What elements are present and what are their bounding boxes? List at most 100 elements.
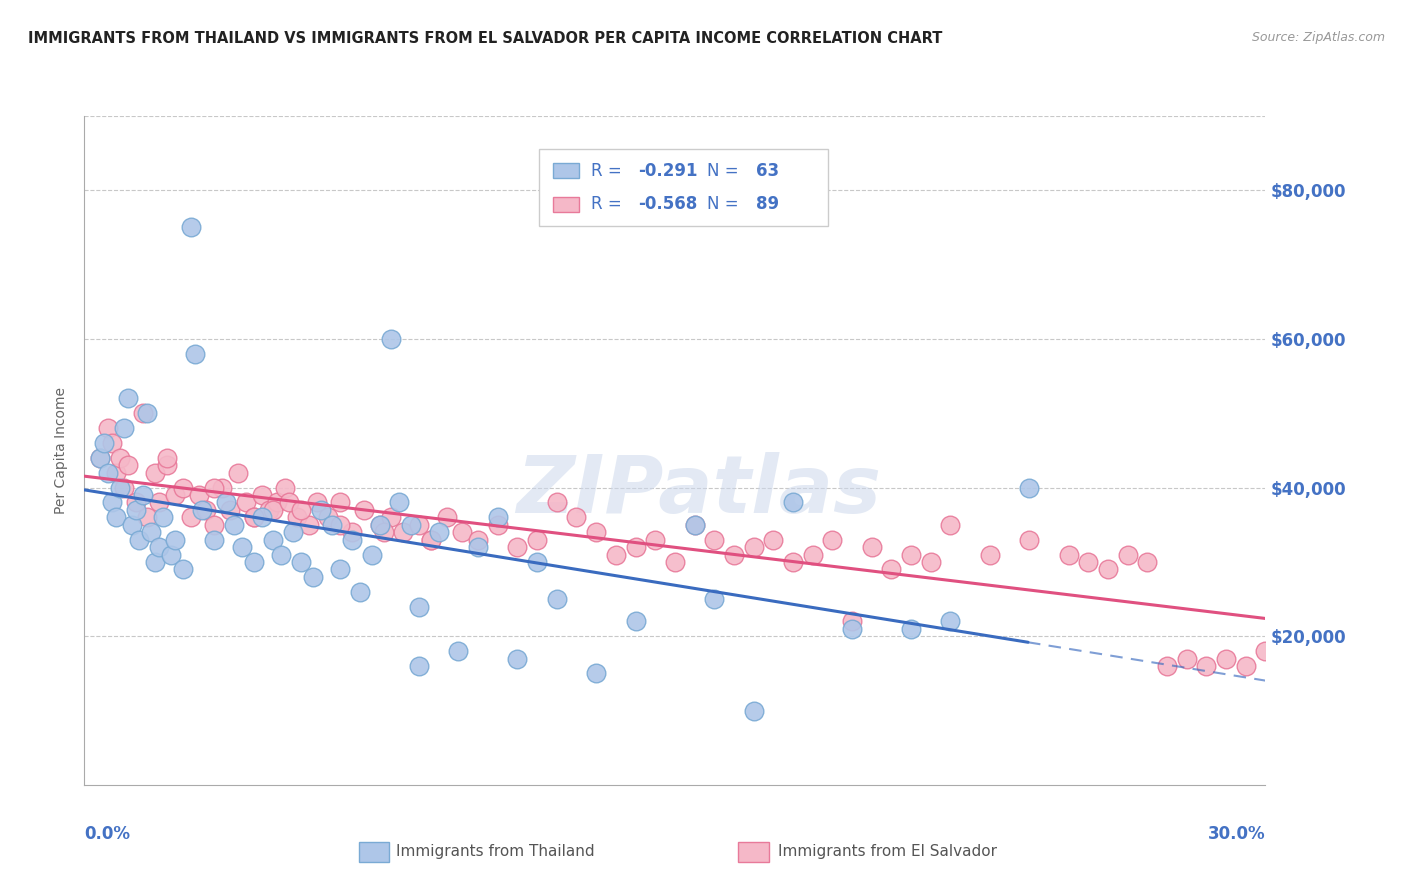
Point bbox=[427, 525, 450, 540]
Point bbox=[506, 651, 529, 665]
Point bbox=[89, 450, 111, 465]
Point bbox=[104, 466, 127, 480]
Point bbox=[1018, 533, 1040, 547]
Point bbox=[703, 533, 725, 547]
Point bbox=[329, 495, 352, 509]
Point bbox=[546, 495, 568, 509]
Point bbox=[451, 525, 474, 540]
Point bbox=[782, 555, 804, 569]
Point bbox=[329, 517, 352, 532]
Point bbox=[939, 615, 962, 629]
Point bbox=[762, 533, 785, 547]
Point bbox=[585, 525, 607, 540]
Point bbox=[215, 495, 238, 509]
Point bbox=[408, 659, 430, 673]
Point bbox=[211, 481, 233, 495]
Point bbox=[1018, 481, 1040, 495]
Point bbox=[368, 517, 391, 532]
Point bbox=[486, 517, 509, 532]
Point bbox=[742, 540, 765, 554]
Text: -0.291: -0.291 bbox=[638, 161, 697, 180]
Point bbox=[329, 562, 352, 576]
Point bbox=[202, 517, 225, 532]
Point bbox=[124, 495, 146, 509]
Point bbox=[278, 495, 301, 509]
Point bbox=[121, 517, 143, 532]
Text: -0.568: -0.568 bbox=[638, 195, 697, 213]
Point bbox=[136, 510, 159, 524]
Point bbox=[242, 510, 264, 524]
Point bbox=[340, 525, 363, 540]
Point bbox=[262, 503, 284, 517]
Point bbox=[447, 644, 470, 658]
Point bbox=[266, 495, 288, 509]
Point bbox=[900, 548, 922, 562]
Y-axis label: Per Capita Income: Per Capita Income bbox=[55, 387, 69, 514]
Point bbox=[624, 540, 647, 554]
Point bbox=[242, 510, 264, 524]
Text: 0.0%: 0.0% bbox=[84, 825, 131, 843]
Point bbox=[187, 488, 209, 502]
Point bbox=[172, 562, 194, 576]
Point bbox=[703, 592, 725, 607]
Point bbox=[821, 533, 844, 547]
Point bbox=[380, 332, 402, 346]
Point bbox=[353, 503, 375, 517]
Point bbox=[1156, 659, 1178, 673]
Point bbox=[801, 548, 824, 562]
Point bbox=[467, 533, 489, 547]
Point bbox=[148, 540, 170, 554]
Point bbox=[143, 466, 166, 480]
Text: 89: 89 bbox=[756, 195, 779, 213]
Point bbox=[270, 548, 292, 562]
Point bbox=[368, 517, 391, 532]
Point bbox=[231, 540, 253, 554]
Point bbox=[219, 503, 242, 517]
Point bbox=[108, 450, 131, 465]
Point bbox=[290, 503, 312, 517]
Point bbox=[1254, 644, 1277, 658]
Point bbox=[664, 555, 686, 569]
Point bbox=[742, 704, 765, 718]
Point bbox=[148, 495, 170, 509]
Point bbox=[683, 517, 706, 532]
Point bbox=[373, 525, 395, 540]
Point bbox=[388, 495, 411, 509]
Point bbox=[380, 510, 402, 524]
Point bbox=[419, 533, 441, 547]
Point bbox=[195, 503, 218, 517]
Point bbox=[281, 525, 304, 540]
Text: ZIPatlas: ZIPatlas bbox=[516, 451, 882, 530]
Point bbox=[259, 503, 281, 517]
Text: R =: R = bbox=[591, 195, 627, 213]
Point bbox=[841, 615, 863, 629]
Point bbox=[143, 555, 166, 569]
Point bbox=[156, 458, 179, 473]
Text: Immigrants from El Salvador: Immigrants from El Salvador bbox=[778, 845, 997, 859]
Point bbox=[526, 533, 548, 547]
Point bbox=[101, 495, 124, 509]
Point bbox=[841, 622, 863, 636]
Point bbox=[979, 548, 1001, 562]
Point bbox=[349, 584, 371, 599]
FancyBboxPatch shape bbox=[553, 163, 579, 178]
Point bbox=[360, 548, 382, 562]
Text: N =: N = bbox=[707, 161, 744, 180]
Point bbox=[419, 533, 441, 547]
Point bbox=[624, 615, 647, 629]
Point bbox=[408, 599, 430, 614]
Point bbox=[172, 481, 194, 495]
Point bbox=[191, 503, 214, 517]
Point bbox=[1097, 562, 1119, 576]
Point bbox=[392, 525, 415, 540]
Point bbox=[222, 517, 245, 532]
Point bbox=[1234, 659, 1257, 673]
Text: R =: R = bbox=[591, 161, 627, 180]
Point bbox=[486, 510, 509, 524]
Point bbox=[89, 450, 111, 465]
Point bbox=[1116, 548, 1139, 562]
Point bbox=[274, 481, 297, 495]
Point bbox=[565, 510, 588, 524]
Point bbox=[132, 488, 155, 502]
Point bbox=[467, 540, 489, 554]
